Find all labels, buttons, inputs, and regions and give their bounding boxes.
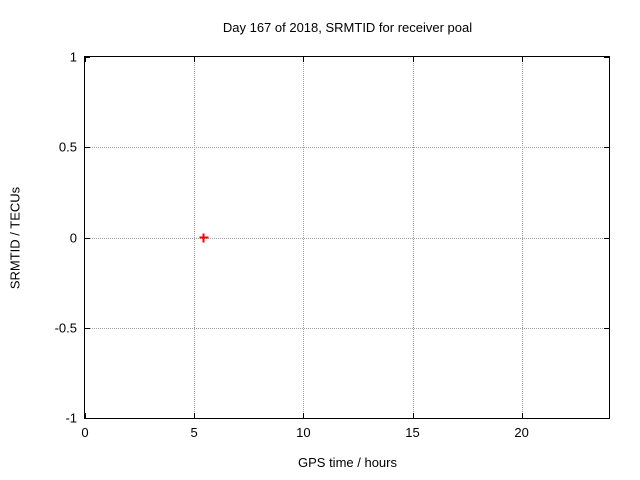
y-tick-mark <box>604 237 609 239</box>
gridline-horizontal <box>85 237 609 239</box>
y-tick-label: -1 <box>65 410 77 426</box>
y-tick-label: 0.5 <box>58 139 77 155</box>
x-tick-label: 15 <box>405 425 420 440</box>
y-tick-mark <box>604 147 609 149</box>
x-tick-mark <box>194 57 196 62</box>
x-tick-mark <box>412 57 414 62</box>
gridline-horizontal <box>85 327 609 329</box>
y-tick-mark <box>85 418 90 419</box>
y-tick-label: 0 <box>69 230 77 245</box>
y-tick-mark <box>85 147 90 149</box>
x-axis-label: GPS time / hours <box>298 455 397 470</box>
marker-bar-vertical <box>202 233 205 242</box>
y-tick-mark <box>85 57 90 58</box>
x-tick-mark <box>194 413 196 418</box>
x-tick-mark <box>85 57 86 62</box>
y-tick-mark <box>604 418 609 419</box>
data-point-marker <box>199 233 209 242</box>
x-tick-mark <box>303 57 305 62</box>
y-tick-mark <box>85 237 90 239</box>
y-tick-mark <box>604 327 609 329</box>
x-tick-mark <box>85 413 86 418</box>
x-tick-mark <box>521 57 523 62</box>
x-tick-mark <box>412 413 414 418</box>
y-tick-label: -0.5 <box>54 320 77 336</box>
x-tick-label: 5 <box>190 425 198 440</box>
x-tick-mark <box>303 413 305 418</box>
y-tick-mark <box>604 57 609 58</box>
y-tick-mark <box>85 327 90 329</box>
x-tick-label: 0 <box>81 425 89 440</box>
x-tick-mark <box>521 413 523 418</box>
y-axis-label: SRMTID / TECUs <box>7 186 23 290</box>
chart-title: Day 167 of 2018, SRMTID for receiver poa… <box>222 20 473 35</box>
gridline-horizontal <box>85 147 609 149</box>
x-tick-label: 20 <box>514 425 529 440</box>
x-tick-label: 10 <box>296 425 311 440</box>
plot-area: 0 5 10 15 20 -1 -0.5 0 0.5 1 <box>55 51 610 439</box>
y-tick-label: 1 <box>69 49 77 65</box>
